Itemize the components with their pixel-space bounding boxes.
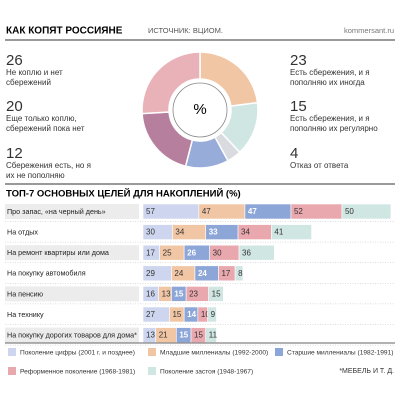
bar-value: 8 [238, 269, 243, 278]
bar-value: 25 [163, 248, 172, 257]
bar-value: 21 [159, 331, 168, 340]
legend-swatch [8, 348, 16, 356]
row-label-bg [5, 307, 139, 322]
bar-value: 36 [242, 248, 251, 257]
bar-segment [238, 244, 275, 261]
bar-value: 30 [213, 248, 222, 257]
bar-value: 47 [202, 207, 211, 216]
slice-value: 15 [290, 98, 307, 115]
legend-swatch [275, 348, 283, 356]
bar-value: 50 [345, 207, 354, 216]
slice-label: Не коплю и нет сбережений [6, 68, 63, 87]
row-label-bg [5, 224, 139, 240]
row-label: На покупку дорогих товаров для дома* [7, 331, 137, 340]
row-label-bg [5, 327, 139, 343]
bar-value: 34 [175, 228, 184, 237]
bar-title: ТОП-7 ОСНОВНЫХ ЦЕЛЕЙ ДЛЯ НАКОПЛЕНИЙ (%) [6, 188, 241, 200]
site: kommersant.ru [344, 26, 394, 35]
legend-swatch [8, 367, 16, 375]
row-label-bg [5, 265, 139, 281]
bar-value: 13 [162, 290, 171, 299]
slice-value: 20 [6, 98, 23, 115]
bar-value: 10 [201, 310, 210, 319]
bar-value: 17 [146, 248, 155, 257]
bar-value: 27 [146, 310, 155, 319]
footnote: *МЕБЕЛЬ И Т. Д. [339, 368, 394, 375]
slice-value: 23 [290, 52, 307, 69]
slice-label: Сбережения есть, но я их не пополняю [6, 161, 91, 180]
bar-value: 47 [248, 207, 257, 216]
donut-slice [141, 111, 194, 168]
slice-label: Есть сбережения, и я пополняю их иногда [290, 68, 370, 87]
slice-value: 12 [6, 145, 23, 162]
bar-value: 15 [194, 331, 203, 340]
legend-label: Реформенное поколение (1968-1981) [20, 368, 135, 375]
bar-value: 57 [146, 207, 155, 216]
center-label: % [193, 101, 206, 118]
legend-label: Старшие миллениалы (1982-1991) [287, 349, 393, 356]
bar-value: 33 [209, 228, 218, 237]
bar-value: 9 [211, 310, 216, 319]
row-label-bg [5, 286, 139, 302]
slice-label: Еще только коплю, сбережений пока нет [6, 114, 85, 133]
row-label-bg [5, 245, 139, 261]
bar-value: 15 [172, 310, 181, 319]
bar-value: 24 [198, 269, 207, 278]
legend-label: Поколение застоя (1948-1967) [160, 368, 253, 375]
bar-value: 15 [174, 290, 183, 299]
bar-segment [208, 286, 224, 302]
bar-value: 14 [187, 310, 196, 319]
slice-value: 4 [290, 145, 299, 162]
slice-value: 26 [6, 52, 23, 69]
row-label: На технику [7, 310, 44, 319]
bar-value: 17 [221, 269, 230, 278]
donut-slice [141, 51, 201, 115]
bar-segment [207, 306, 217, 323]
bar-value: 52 [294, 207, 303, 216]
row-label: На пенсию [7, 289, 44, 298]
bar-value: 34 [241, 228, 250, 237]
bar-value: 15 [212, 290, 221, 299]
legend-swatch [148, 348, 156, 356]
legend-label: Поколение цифры (2001 г. и позднее) [20, 349, 135, 356]
row-label: Про запас, «на черный день» [7, 207, 106, 216]
legend-label: Младшие миллениалы (1992-2000) [160, 349, 268, 356]
row-label: На ремонт квартиры или дома [7, 248, 109, 257]
row-label: На отдых [7, 228, 38, 237]
row-label-bg [5, 204, 139, 219]
donut-slice [199, 51, 259, 107]
bar-value: 16 [146, 290, 155, 299]
bar-value: 11 [209, 331, 218, 340]
bar-value: 24 [174, 269, 183, 278]
row-label: На покупку автомобиля [7, 269, 86, 278]
title: КАК КОПЯТ РОССИЯНЕ [6, 26, 123, 37]
slice-label: Отказ от ответа [290, 161, 349, 170]
bar-value: 23 [189, 290, 198, 299]
bar-segment [341, 203, 392, 220]
bar-segment [234, 265, 244, 282]
bar-value: 41 [274, 228, 283, 237]
bar-value: 13 [146, 331, 155, 340]
bar-value: 30 [146, 228, 155, 237]
bar-segment [271, 224, 312, 240]
bar-value: 26 [187, 248, 196, 257]
legend-swatch [148, 367, 156, 375]
slice-label: Есть сбережения, и я пополняю их регуляр… [290, 114, 378, 133]
bar-value: 15 [179, 331, 188, 340]
donut-ring [172, 82, 228, 138]
source: ИСТОЧНИК: ВЦИОМ. [148, 26, 223, 35]
bar-value: 29 [146, 269, 155, 278]
